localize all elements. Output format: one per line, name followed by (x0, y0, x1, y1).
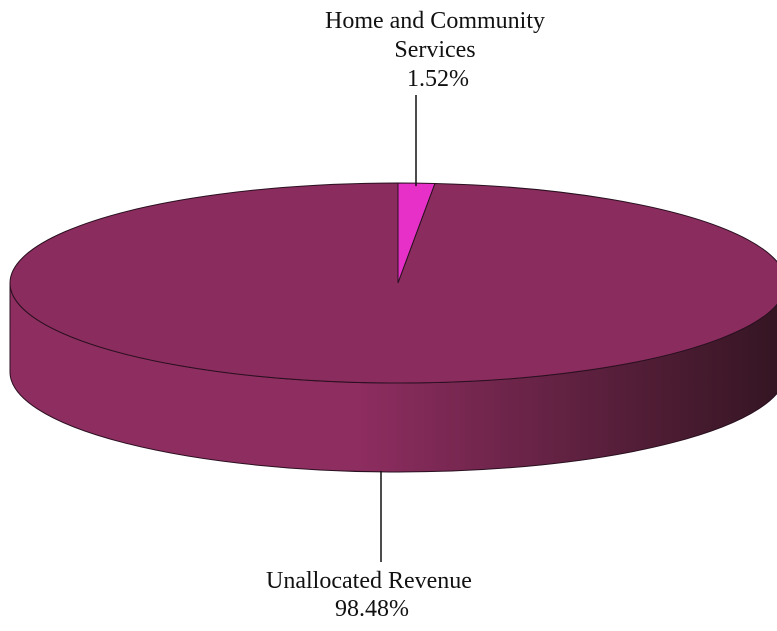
slice-label-home-community: Home and Community Services 1.52% (325, 8, 551, 92)
slices-layer (9, 182, 777, 473)
slice-percent-unallocated: 98.48% (335, 596, 409, 622)
slice-label-home-community-line-1: Home and Community (325, 8, 545, 34)
slice-label-home-community-line-2: Services (394, 37, 475, 63)
slice-label-unallocated-line-1: Unallocated Revenue (266, 568, 472, 594)
slice-label-unallocated: Unallocated Revenue 98.48% (266, 568, 478, 622)
slice-percent-home-community: 1.52% (407, 66, 469, 92)
pie-slice-unallocated (9, 182, 777, 384)
